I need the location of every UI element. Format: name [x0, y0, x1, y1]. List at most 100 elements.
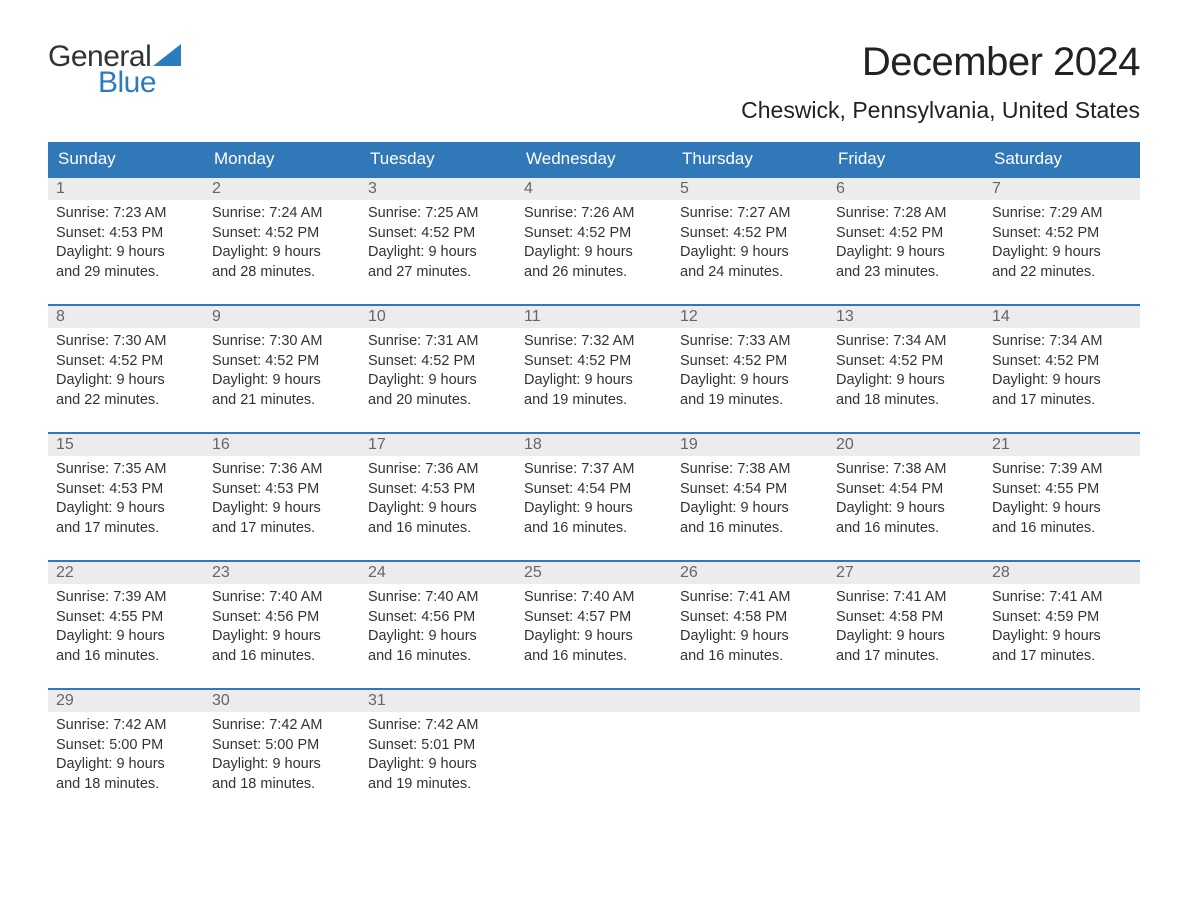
sunset-text: Sunset: 4:54 PM — [836, 480, 976, 500]
week-row: 8Sunrise: 7:30 AMSunset: 4:52 PMDaylight… — [48, 304, 1140, 432]
week-row: 29Sunrise: 7:42 AMSunset: 5:00 PMDayligh… — [48, 688, 1140, 816]
day-content: Sunrise: 7:28 AMSunset: 4:52 PMDaylight:… — [828, 200, 984, 290]
daylight-text-2: and 18 minutes. — [836, 391, 976, 411]
day-cell: 22Sunrise: 7:39 AMSunset: 4:55 PMDayligh… — [48, 562, 204, 688]
day-number: 29 — [48, 690, 204, 712]
sunrise-text: Sunrise: 7:36 AM — [368, 460, 508, 480]
daylight-text-2: and 17 minutes. — [992, 391, 1132, 411]
day-cell: 7Sunrise: 7:29 AMSunset: 4:52 PMDaylight… — [984, 178, 1140, 304]
day-number: 22 — [48, 562, 204, 584]
daylight-text-1: Daylight: 9 hours — [212, 755, 352, 775]
sunset-text: Sunset: 4:52 PM — [992, 224, 1132, 244]
day-number: 25 — [516, 562, 672, 584]
day-number: 15 — [48, 434, 204, 456]
day-cell: 15Sunrise: 7:35 AMSunset: 4:53 PMDayligh… — [48, 434, 204, 560]
day-number: 26 — [672, 562, 828, 584]
sunrise-text: Sunrise: 7:26 AM — [524, 204, 664, 224]
day-content: Sunrise: 7:29 AMSunset: 4:52 PMDaylight:… — [984, 200, 1140, 290]
day-content: Sunrise: 7:38 AMSunset: 4:54 PMDaylight:… — [672, 456, 828, 546]
sunrise-text: Sunrise: 7:24 AM — [212, 204, 352, 224]
day-number: 8 — [48, 306, 204, 328]
daylight-text-2: and 19 minutes. — [368, 775, 508, 795]
day-content: Sunrise: 7:24 AMSunset: 4:52 PMDaylight:… — [204, 200, 360, 290]
sunset-text: Sunset: 4:52 PM — [680, 224, 820, 244]
day-cell — [828, 690, 984, 816]
daylight-text-1: Daylight: 9 hours — [56, 627, 196, 647]
sunset-text: Sunset: 5:00 PM — [212, 736, 352, 756]
day-content: Sunrise: 7:42 AMSunset: 5:00 PMDaylight:… — [204, 712, 360, 802]
day-number: 11 — [516, 306, 672, 328]
day-number: 5 — [672, 178, 828, 200]
day-cell: 2Sunrise: 7:24 AMSunset: 4:52 PMDaylight… — [204, 178, 360, 304]
daylight-text-2: and 18 minutes. — [212, 775, 352, 795]
week-row: 1Sunrise: 7:23 AMSunset: 4:53 PMDaylight… — [48, 176, 1140, 304]
day-number: 12 — [672, 306, 828, 328]
day-number: 1 — [48, 178, 204, 200]
day-number: 7 — [984, 178, 1140, 200]
daylight-text-2: and 17 minutes. — [836, 647, 976, 667]
day-cell — [672, 690, 828, 816]
sunset-text: Sunset: 4:53 PM — [56, 480, 196, 500]
sail-icon — [153, 44, 181, 71]
day-cell: 14Sunrise: 7:34 AMSunset: 4:52 PMDayligh… — [984, 306, 1140, 432]
day-content: Sunrise: 7:25 AMSunset: 4:52 PMDaylight:… — [360, 200, 516, 290]
daylight-text-2: and 19 minutes. — [680, 391, 820, 411]
daylight-text-1: Daylight: 9 hours — [836, 499, 976, 519]
day-number: 10 — [360, 306, 516, 328]
sunset-text: Sunset: 4:52 PM — [992, 352, 1132, 372]
day-content: Sunrise: 7:26 AMSunset: 4:52 PMDaylight:… — [516, 200, 672, 290]
week-row: 15Sunrise: 7:35 AMSunset: 4:53 PMDayligh… — [48, 432, 1140, 560]
sunrise-text: Sunrise: 7:35 AM — [56, 460, 196, 480]
day-content: Sunrise: 7:40 AMSunset: 4:57 PMDaylight:… — [516, 584, 672, 674]
day-content: Sunrise: 7:40 AMSunset: 4:56 PMDaylight:… — [360, 584, 516, 674]
daylight-text-2: and 16 minutes. — [524, 519, 664, 539]
sunset-text: Sunset: 4:54 PM — [680, 480, 820, 500]
title-block: December 2024 Cheswick, Pennsylvania, Un… — [741, 40, 1140, 134]
daylight-text-2: and 29 minutes. — [56, 263, 196, 283]
sunset-text: Sunset: 4:52 PM — [524, 224, 664, 244]
sunrise-text: Sunrise: 7:27 AM — [680, 204, 820, 224]
daylight-text-1: Daylight: 9 hours — [836, 243, 976, 263]
day-content: Sunrise: 7:30 AMSunset: 4:52 PMDaylight:… — [204, 328, 360, 418]
daylight-text-1: Daylight: 9 hours — [680, 243, 820, 263]
day-cell: 27Sunrise: 7:41 AMSunset: 4:58 PMDayligh… — [828, 562, 984, 688]
day-cell: 9Sunrise: 7:30 AMSunset: 4:52 PMDaylight… — [204, 306, 360, 432]
sunset-text: Sunset: 4:53 PM — [368, 480, 508, 500]
day-number — [516, 690, 672, 712]
day-cell: 11Sunrise: 7:32 AMSunset: 4:52 PMDayligh… — [516, 306, 672, 432]
daylight-text-2: and 18 minutes. — [56, 775, 196, 795]
daylight-text-2: and 22 minutes. — [992, 263, 1132, 283]
sunrise-text: Sunrise: 7:40 AM — [524, 588, 664, 608]
week-row: 22Sunrise: 7:39 AMSunset: 4:55 PMDayligh… — [48, 560, 1140, 688]
daylight-text-2: and 21 minutes. — [212, 391, 352, 411]
daylight-text-2: and 23 minutes. — [836, 263, 976, 283]
sunset-text: Sunset: 4:53 PM — [56, 224, 196, 244]
day-content: Sunrise: 7:30 AMSunset: 4:52 PMDaylight:… — [48, 328, 204, 418]
daylight-text-1: Daylight: 9 hours — [56, 755, 196, 775]
day-number: 4 — [516, 178, 672, 200]
day-number — [828, 690, 984, 712]
day-content: Sunrise: 7:38 AMSunset: 4:54 PMDaylight:… — [828, 456, 984, 546]
day-cell: 30Sunrise: 7:42 AMSunset: 5:00 PMDayligh… — [204, 690, 360, 816]
daylight-text-2: and 17 minutes. — [56, 519, 196, 539]
weekday-header: Thursday — [672, 142, 828, 176]
day-number: 13 — [828, 306, 984, 328]
day-number: 31 — [360, 690, 516, 712]
daylight-text-1: Daylight: 9 hours — [212, 371, 352, 391]
daylight-text-2: and 20 minutes. — [368, 391, 508, 411]
day-content: Sunrise: 7:23 AMSunset: 4:53 PMDaylight:… — [48, 200, 204, 290]
day-cell — [984, 690, 1140, 816]
sunrise-text: Sunrise: 7:39 AM — [56, 588, 196, 608]
day-cell: 6Sunrise: 7:28 AMSunset: 4:52 PMDaylight… — [828, 178, 984, 304]
day-content: Sunrise: 7:33 AMSunset: 4:52 PMDaylight:… — [672, 328, 828, 418]
day-number: 30 — [204, 690, 360, 712]
weekday-header: Tuesday — [360, 142, 516, 176]
sunrise-text: Sunrise: 7:37 AM — [524, 460, 664, 480]
daylight-text-2: and 24 minutes. — [680, 263, 820, 283]
sunrise-text: Sunrise: 7:41 AM — [992, 588, 1132, 608]
daylight-text-1: Daylight: 9 hours — [836, 627, 976, 647]
daylight-text-2: and 16 minutes. — [680, 519, 820, 539]
daylight-text-1: Daylight: 9 hours — [524, 371, 664, 391]
sunrise-text: Sunrise: 7:41 AM — [836, 588, 976, 608]
logo-text-blue: Blue — [98, 66, 156, 100]
